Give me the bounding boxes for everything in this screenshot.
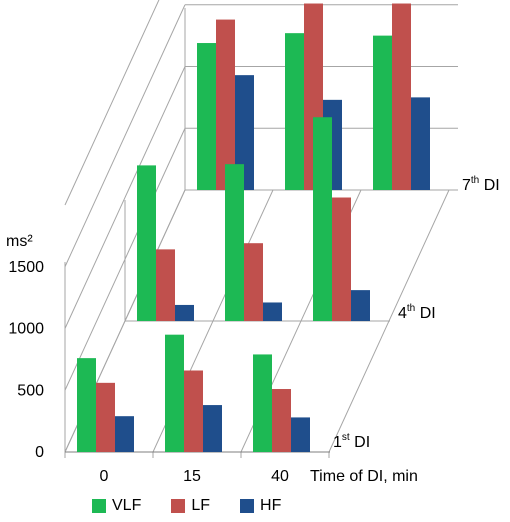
legend-item-lf: LF	[171, 497, 210, 515]
text-layer: ms² Time of DI, min 0 500 1000 1500 0 15 40 1st…	[6, 175, 500, 485]
bar-vlf-4-15	[225, 164, 244, 321]
legend-label: LF	[191, 497, 211, 514]
legend-item-hf: HF	[240, 497, 281, 515]
legend: VLF LF HF	[92, 497, 311, 515]
bar-lf-4-40	[332, 197, 351, 321]
legend-label: HF	[260, 497, 282, 514]
gridline-depth	[64, 66, 186, 329]
bar-lf-7-0	[216, 19, 235, 190]
bar-lf-1-0	[96, 382, 115, 452]
bar-vlf-7-15	[285, 33, 304, 190]
gridline-depth	[64, 4, 186, 267]
bar-vlf-7-0	[197, 43, 216, 190]
bar-hf-1-15	[203, 405, 222, 452]
bar-hf-4-40	[351, 290, 370, 321]
x-tick-label: 40	[271, 468, 289, 485]
legend-label: VLF	[112, 497, 142, 514]
y-tick-label: 0	[35, 444, 44, 461]
depth-label-7: 7th DI	[462, 175, 500, 194]
y-axis-label: ms²	[6, 233, 33, 250]
bar-hf-4-0	[175, 304, 194, 321]
legend-swatch	[240, 499, 255, 513]
x-tick-label: 0	[100, 468, 109, 485]
bar-lf-1-15	[184, 370, 203, 452]
bars-layer	[77, 3, 430, 452]
bar-lf-1-40	[272, 389, 291, 452]
bar-lf-4-0	[156, 249, 175, 321]
bar-vlf-7-40	[373, 35, 392, 190]
bar-vlf-4-0	[137, 165, 156, 321]
legend-swatch	[171, 499, 186, 513]
bar-vlf-4-40	[313, 117, 332, 321]
bar-vlf-1-0	[77, 358, 96, 452]
gridline-depth	[64, 0, 160, 206]
legend-item-vlf: VLF	[92, 497, 141, 515]
bar-vlf-1-40	[253, 354, 272, 452]
bar-hf-7-40	[411, 97, 430, 190]
depth-label-4: 4th DI	[398, 303, 436, 322]
bar-hf-7-0	[235, 75, 254, 190]
y-tick-label: 1000	[8, 321, 44, 338]
bar-vlf-1-15	[165, 334, 184, 452]
y-tick-label: 1500	[8, 259, 44, 276]
floor-diagonal	[328, 189, 450, 453]
bar-lf-7-40	[392, 3, 411, 191]
bar-lf-4-15	[244, 243, 263, 321]
depth-label-1: 1st DI	[333, 432, 370, 451]
y-tick-label: 500	[17, 382, 44, 399]
bar-hf-1-0	[115, 416, 134, 452]
bar-hf-1-40	[291, 417, 310, 452]
legend-swatch	[92, 499, 106, 513]
bar-hf-4-15	[263, 302, 282, 321]
x-axis-label: Time of DI, min	[310, 468, 418, 485]
x-tick-label: 15	[183, 468, 201, 485]
